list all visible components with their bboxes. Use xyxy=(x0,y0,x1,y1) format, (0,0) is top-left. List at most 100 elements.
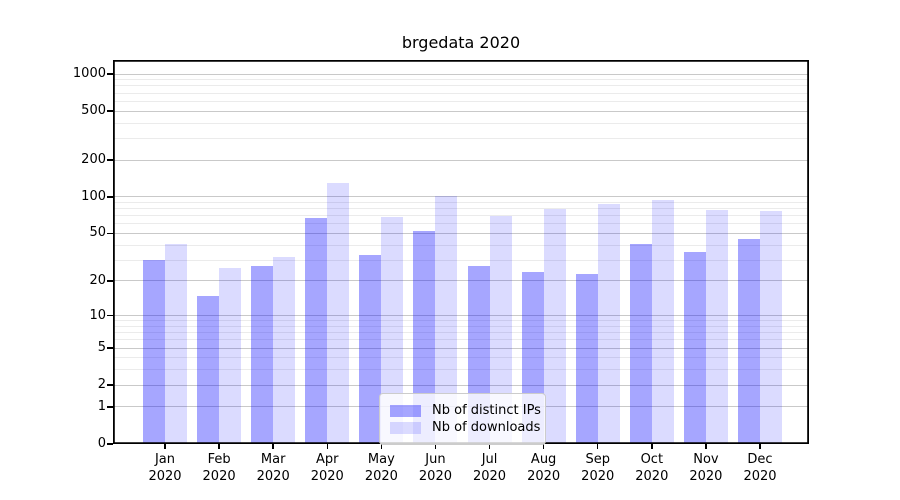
x-tick-mark xyxy=(434,444,437,449)
y-tick-label: 20 xyxy=(89,272,106,288)
y-tick-mark xyxy=(107,110,113,112)
bar-distinct-ips-apr xyxy=(305,218,328,444)
y-tick-label: 500 xyxy=(81,103,106,119)
x-tick-label: May 2020 xyxy=(364,452,398,484)
x-tick-label: Jan 2020 xyxy=(148,452,182,484)
y-tick-label: 2 xyxy=(97,377,106,393)
y-gridline-major xyxy=(113,232,809,234)
y-tick-label: 5 xyxy=(97,340,106,356)
bar-downloads-sep xyxy=(597,203,620,444)
chart-title: brgedata 2020 xyxy=(401,33,521,52)
y-tick-mark xyxy=(107,73,113,75)
bar-downloads-jul xyxy=(489,215,512,444)
y-gridline-major xyxy=(113,280,809,282)
y-tick-label: 0 xyxy=(97,436,106,451)
y-tick-label: 100 xyxy=(81,188,106,204)
y-tick-mark xyxy=(107,159,113,161)
legend-entry-downloads: Nb of downloads xyxy=(390,420,540,435)
x-tick-mark xyxy=(542,444,545,449)
y-gridline-minor xyxy=(113,223,809,225)
bar-downloads-feb xyxy=(219,267,242,444)
bar-distinct-ips-jun xyxy=(413,231,436,444)
x-tick-label: Jun 2020 xyxy=(418,452,452,484)
y-gridline-minor xyxy=(113,85,809,87)
bar-downloads-jan xyxy=(165,243,187,444)
y-gridline-minor xyxy=(113,208,809,210)
y-gridline-major xyxy=(113,384,809,386)
y-tick-label: 200 xyxy=(81,152,106,167)
y-gridline-major xyxy=(113,159,809,161)
x-tick-mark xyxy=(380,444,383,449)
legend-label-distinct-ips: Nb of distinct IPs xyxy=(432,403,541,418)
bar-downloads-oct xyxy=(651,199,674,444)
y-gridline-minor xyxy=(113,320,809,322)
y-tick-label: 1 xyxy=(97,398,106,414)
y-tick-label: 10 xyxy=(89,307,106,323)
y-gridline-minor xyxy=(113,244,809,246)
legend-entry-distinct-ips: Nb of distinct IPs xyxy=(390,403,541,418)
x-tick-mark xyxy=(164,444,166,449)
x-tick-label: Feb 2020 xyxy=(202,452,236,484)
y-gridline-major xyxy=(113,196,809,198)
y-tick-mark xyxy=(107,384,113,386)
legend-swatch-distinct-ips xyxy=(390,404,421,417)
y-tick-mark xyxy=(107,347,113,349)
y-gridline-minor xyxy=(113,259,809,261)
x-tick-mark xyxy=(759,444,761,449)
bar-downloads-jun xyxy=(435,196,458,444)
x-tick-label: Aug 2020 xyxy=(527,452,561,484)
x-tick-label: Sep 2020 xyxy=(581,452,615,484)
y-tick-mark xyxy=(107,280,113,282)
y-tick-label: 1000 xyxy=(72,66,106,82)
bar-downloads-apr xyxy=(327,182,350,444)
y-tick-mark xyxy=(107,196,113,198)
x-tick-label: Apr 2020 xyxy=(310,452,344,484)
y-gridline-minor xyxy=(113,215,809,217)
y-gridline-major xyxy=(113,110,809,112)
bar-downloads-mar xyxy=(273,256,296,444)
x-tick-mark xyxy=(651,444,653,449)
y-gridline-minor xyxy=(113,357,809,359)
bar-distinct-ips-mar xyxy=(251,265,274,444)
y-gridline-minor xyxy=(113,201,809,203)
y-gridline-major xyxy=(113,315,809,317)
bar-downloads-aug xyxy=(543,208,566,444)
bar-downloads-may xyxy=(381,217,404,444)
x-tick-label: Jul 2020 xyxy=(472,452,507,484)
x-tick-mark xyxy=(218,444,220,449)
bar-distinct-ips-jan xyxy=(143,260,165,444)
bar-distinct-ips-dec xyxy=(738,238,760,444)
y-gridline-minor xyxy=(113,332,809,334)
y-tick-mark xyxy=(107,406,113,408)
y-gridline-minor xyxy=(113,369,809,371)
x-tick-label: Dec 2020 xyxy=(743,452,777,484)
bar-distinct-ips-feb xyxy=(197,295,220,444)
y-gridline-minor xyxy=(113,339,809,341)
x-tick-label: Mar 2020 xyxy=(256,452,290,484)
y-tick-mark xyxy=(107,314,113,317)
x-tick-label: Nov 2020 xyxy=(689,452,723,484)
y-gridline-minor xyxy=(113,79,809,81)
x-tick-mark xyxy=(326,444,328,449)
bar-downloads-dec xyxy=(760,210,782,444)
bar-distinct-ips-may xyxy=(359,255,382,444)
y-gridline-minor xyxy=(113,100,809,102)
bar-distinct-ips-sep xyxy=(575,273,598,444)
y-gridline-minor xyxy=(113,137,809,139)
y-gridline-minor xyxy=(113,122,809,124)
x-tick-mark xyxy=(488,444,491,449)
plot-area: 0 1 2 5 10 20 50 100 200 500 1000 Jan 2020 Feb 2020 Mar… xyxy=(73,60,809,484)
y-tick-mark xyxy=(107,232,113,235)
y-tick-mark xyxy=(107,443,113,445)
bar-distinct-ips-nov xyxy=(683,252,706,444)
bar-distinct-ips-oct xyxy=(629,243,652,444)
x-tick-mark xyxy=(272,444,274,449)
legend-label-downloads: Nb of downloads xyxy=(432,420,541,435)
legend-swatch-downloads xyxy=(390,421,421,434)
x-tick-label: Oct 2020 xyxy=(635,452,669,484)
y-gridline-major xyxy=(113,73,809,75)
legend: Nb of distinct IPs Nb of downloads xyxy=(379,393,546,445)
y-gridline-minor xyxy=(113,325,809,327)
y-tick-label: 50 xyxy=(89,225,106,241)
